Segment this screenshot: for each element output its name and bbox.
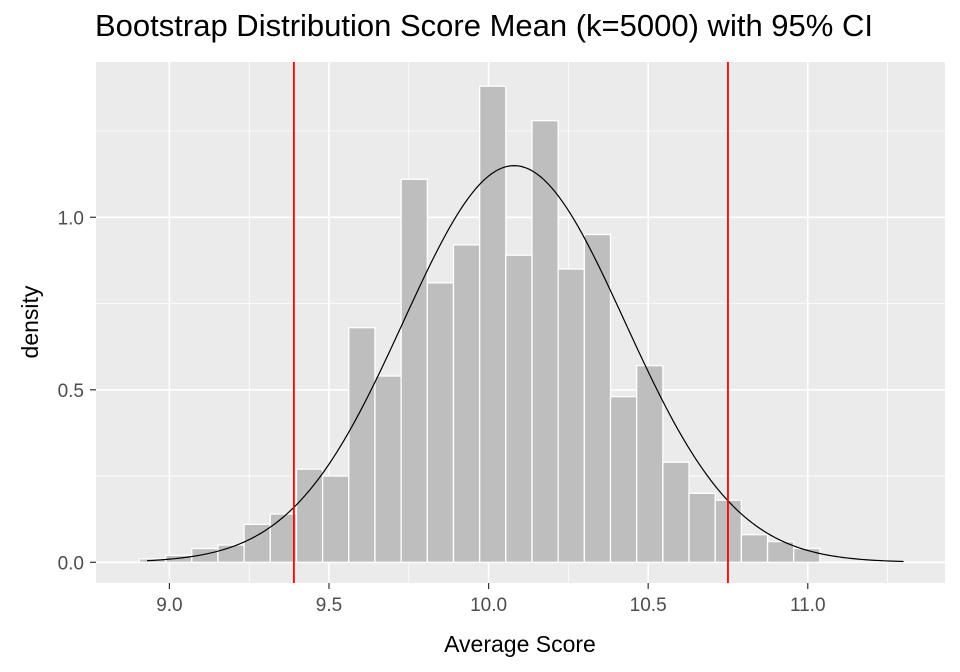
chart-title: Bootstrap Distribution Score Mean (k=500… <box>95 8 873 43</box>
confidence-interval-lines <box>292 62 729 583</box>
histogram-bar <box>452 244 481 563</box>
histogram-bar <box>609 396 638 563</box>
histogram-bar <box>426 282 455 563</box>
histogram-bar <box>321 475 350 563</box>
histogram-bar <box>295 468 324 563</box>
histogram-bar <box>583 233 612 563</box>
histogram-bar <box>636 364 664 563</box>
y-axis-ticks: 0.0 0.5 1.0 <box>58 208 96 574</box>
x-tick-label: 9.5 <box>316 595 342 616</box>
histogram-bar <box>662 461 690 563</box>
histogram-bar <box>400 178 428 563</box>
y-axis-title: density <box>17 285 43 358</box>
y-tick-label: 1.0 <box>58 208 84 229</box>
x-tick-label: 11.0 <box>790 595 826 616</box>
x-axis-title: Average Score <box>444 631 596 657</box>
x-tick-label: 10.5 <box>630 595 667 616</box>
x-axis-ticks: 9.0 9.5 10.0 10.5 11.0 <box>156 583 826 616</box>
histogram-bar <box>557 268 585 563</box>
histogram-bar <box>478 85 507 563</box>
histogram-bar <box>269 513 298 563</box>
histogram-bar <box>531 120 559 563</box>
histogram-bar <box>374 375 402 563</box>
histogram-bar <box>348 327 376 563</box>
histogram-bars <box>138 85 821 563</box>
y-tick-label: 0.0 <box>58 553 84 574</box>
x-tick-label: 10.0 <box>470 595 507 616</box>
histogram-bar <box>688 492 716 563</box>
histogram-bar <box>505 254 533 563</box>
y-tick-label: 0.5 <box>58 381 84 402</box>
x-tick-label: 9.0 <box>156 595 182 616</box>
histogram-bar <box>740 534 769 563</box>
normal-density-curve <box>147 165 904 563</box>
